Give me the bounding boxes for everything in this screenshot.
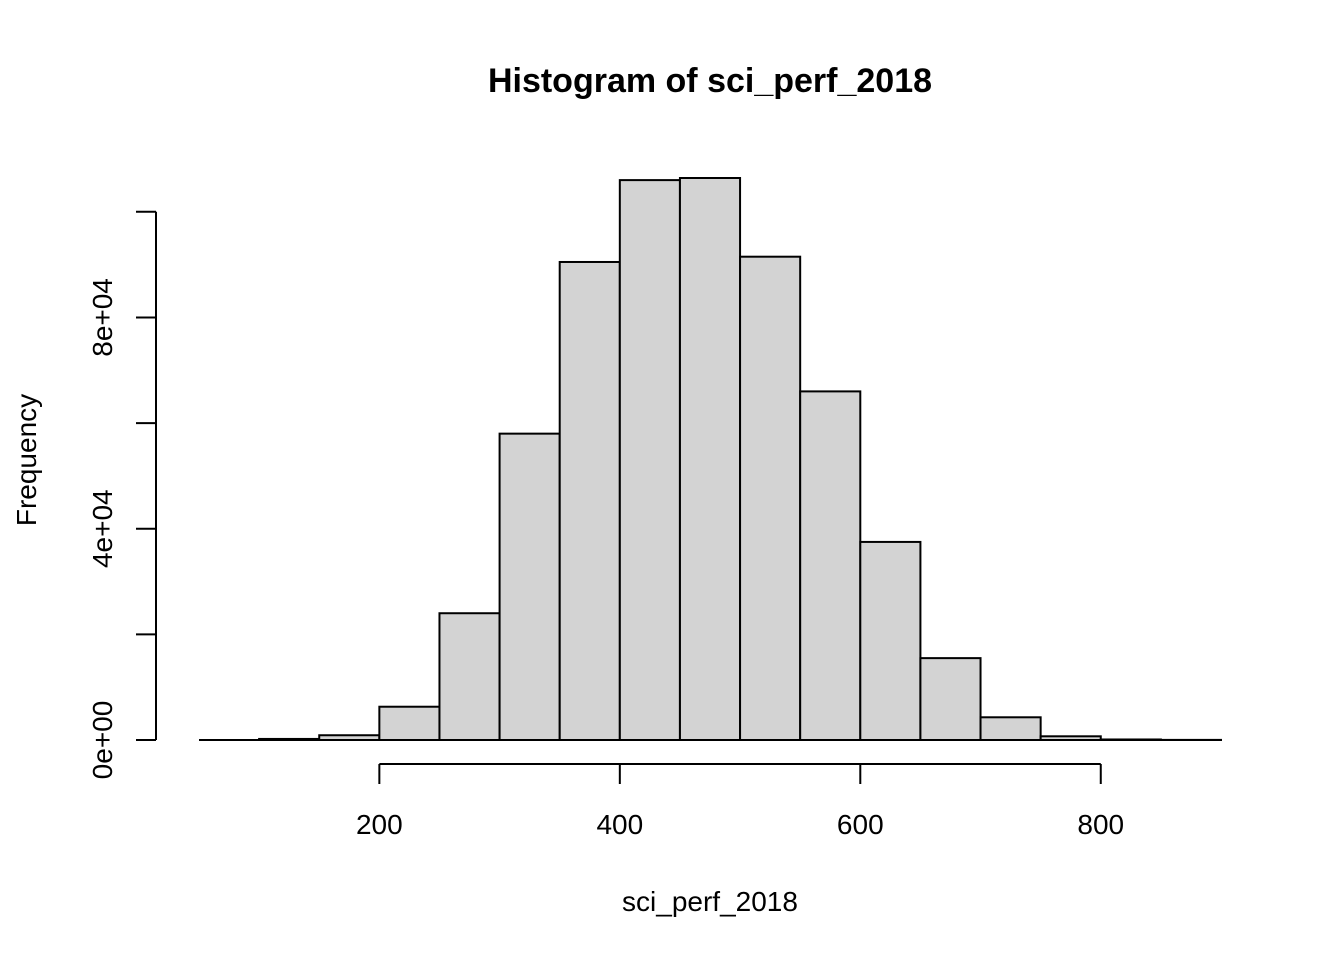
histogram-bar <box>739 255 802 741</box>
histogram-bar <box>678 177 742 741</box>
histogram-bar <box>919 657 982 741</box>
x-tick-label: 600 <box>837 809 884 840</box>
histogram-bar <box>799 390 862 741</box>
y-axis: 0e+00 4e+04 8e+04 <box>87 210 157 780</box>
x-tick-label: 800 <box>1077 809 1124 840</box>
x-tick-label: 400 <box>596 809 643 840</box>
histogram-bar <box>438 612 501 742</box>
x-tick-label: 200 <box>356 809 403 840</box>
histogram-bar <box>979 716 1042 742</box>
y-tick-label: 8e+04 <box>87 278 118 357</box>
histogram-bar <box>498 432 561 741</box>
histogram-bar <box>378 705 441 742</box>
y-tick-label: 4e+04 <box>87 489 118 568</box>
x-axis: 200 400 600 800 <box>356 763 1124 840</box>
histogram-bar <box>859 540 922 741</box>
histogram-bar <box>618 179 681 741</box>
histogram-bar <box>558 260 621 741</box>
y-tick-label: 0e+00 <box>87 701 118 780</box>
histogram-bars <box>199 177 1222 742</box>
chart-title: Histogram of sci_perf_2018 <box>488 62 932 100</box>
x-axis-label: sci_perf_2018 <box>622 886 798 917</box>
y-axis-label: Frequency <box>11 394 42 526</box>
